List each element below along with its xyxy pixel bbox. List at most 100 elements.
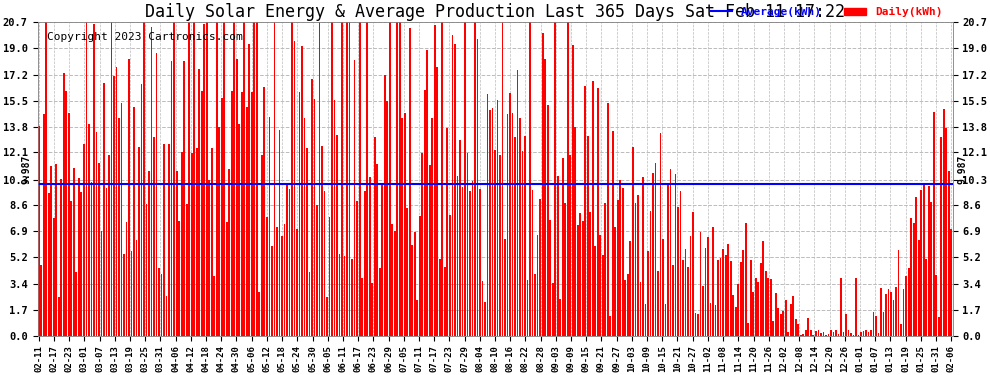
Bar [918,240,920,336]
Bar [231,91,233,336]
Bar [569,154,571,336]
Bar [68,113,69,336]
Bar [128,58,130,336]
Bar [153,137,155,336]
Bar [454,44,455,336]
Bar [437,67,439,336]
Bar [219,127,220,336]
Bar [605,202,606,336]
Bar [278,130,280,336]
Bar [419,216,421,336]
Bar [687,267,689,336]
Bar [201,91,203,336]
Bar [627,274,629,336]
Bar [93,24,95,336]
Bar [499,155,501,336]
Bar [70,201,72,336]
Bar [456,176,458,336]
Bar [707,237,709,336]
Bar [833,332,835,336]
Bar [733,296,734,336]
Bar [361,279,363,336]
Bar [654,163,656,336]
Bar [459,140,460,336]
Title: Daily Solar Energy & Average Production Last 365 Days Sat Feb 11 17:22: Daily Solar Energy & Average Production … [145,3,845,21]
Bar [530,22,531,336]
Bar [342,22,343,336]
Bar [870,330,872,336]
Bar [263,87,265,336]
Bar [38,126,40,336]
Bar [913,223,915,336]
Bar [401,118,403,336]
Bar [348,22,350,336]
Bar [487,94,488,336]
Bar [842,332,844,336]
Bar [857,334,859,336]
Bar [754,278,756,336]
Bar [795,319,797,336]
Bar [540,198,541,336]
Bar [546,105,548,336]
Bar [865,330,867,336]
Bar [823,332,825,336]
Bar [363,191,365,336]
Bar [246,107,248,336]
Bar [101,231,102,336]
Bar [116,67,118,336]
Bar [229,169,230,336]
Bar [524,136,526,336]
Bar [95,132,97,336]
Bar [697,314,699,336]
Bar [155,53,157,336]
Bar [657,271,658,336]
Bar [612,130,614,336]
Bar [326,297,328,336]
Bar [622,188,624,336]
Bar [351,259,353,336]
Bar [80,192,82,336]
Bar [810,330,812,336]
Bar [446,128,448,336]
Bar [903,289,905,336]
Bar [358,22,360,336]
Bar [567,22,568,336]
Bar [928,186,930,336]
Bar [288,189,290,336]
Bar [291,22,293,336]
Bar [662,239,664,336]
Bar [73,168,74,336]
Bar [947,171,949,336]
Bar [444,267,446,336]
Bar [178,221,180,336]
Bar [239,123,241,336]
Bar [770,279,771,336]
Bar [740,261,742,336]
Bar [910,218,912,336]
Bar [479,189,481,336]
Bar [888,290,889,336]
Bar [55,164,57,336]
Bar [434,26,436,336]
Bar [860,332,862,336]
Bar [502,22,503,336]
Bar [356,201,358,336]
Bar [466,153,468,336]
Bar [374,137,375,336]
Bar [208,180,210,336]
Bar [131,251,133,336]
Bar [369,177,370,336]
Bar [461,187,463,336]
Bar [587,136,589,336]
Bar [46,22,48,336]
Bar [775,293,776,336]
Bar [394,231,396,336]
Bar [862,331,864,336]
Bar [58,297,59,336]
Bar [106,188,107,336]
Bar [637,195,639,336]
Bar [674,174,676,336]
Bar [690,236,691,336]
Bar [133,107,135,336]
Bar [677,207,679,336]
